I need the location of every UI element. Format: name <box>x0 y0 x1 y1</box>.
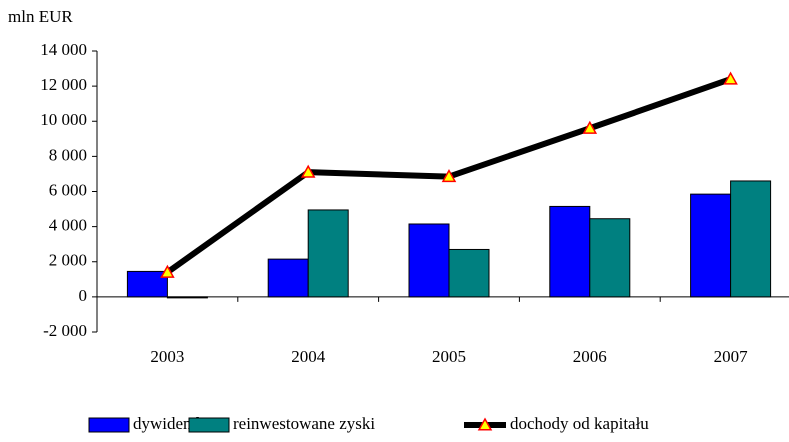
y-axis-label: mln EUR <box>8 7 73 26</box>
y-tick-label: -2 000 <box>43 321 87 340</box>
x-tick-label: 2003 <box>150 347 184 366</box>
legend-marker <box>477 417 493 431</box>
bar <box>307 209 349 298</box>
x-tick-label: 2006 <box>573 347 607 366</box>
x-tick-label: 2007 <box>714 347 749 366</box>
bar <box>408 223 450 298</box>
y-tick-label: 14 000 <box>40 40 87 59</box>
marker <box>441 169 457 183</box>
y-tick-label: 6 000 <box>49 180 87 199</box>
legend-label: dochody od kapitału <box>510 414 649 433</box>
y-tick-label: 8 000 <box>49 145 87 164</box>
legend-swatch <box>188 417 230 433</box>
legend-swatch <box>88 417 130 433</box>
x-tick-label: 2005 <box>432 347 466 366</box>
bar <box>267 258 309 298</box>
y-tick-label: 2 000 <box>49 251 87 270</box>
y-tick-label: 12 000 <box>40 75 87 94</box>
bar <box>589 218 631 298</box>
marker <box>160 264 175 278</box>
bar <box>448 248 490 298</box>
marker <box>300 164 316 178</box>
bar <box>126 270 168 298</box>
bar <box>166 296 208 299</box>
bar <box>730 180 772 298</box>
legend-label: reinwestowane zyski <box>233 414 375 433</box>
bar <box>549 205 591 298</box>
y-tick-label: 10 000 <box>40 110 87 129</box>
marker <box>582 120 598 134</box>
y-tick-label: 4 000 <box>49 216 87 235</box>
x-tick-label: 2004 <box>291 347 326 366</box>
bar <box>690 193 732 298</box>
marker <box>723 71 738 85</box>
y-tick-label: 0 <box>79 286 88 305</box>
